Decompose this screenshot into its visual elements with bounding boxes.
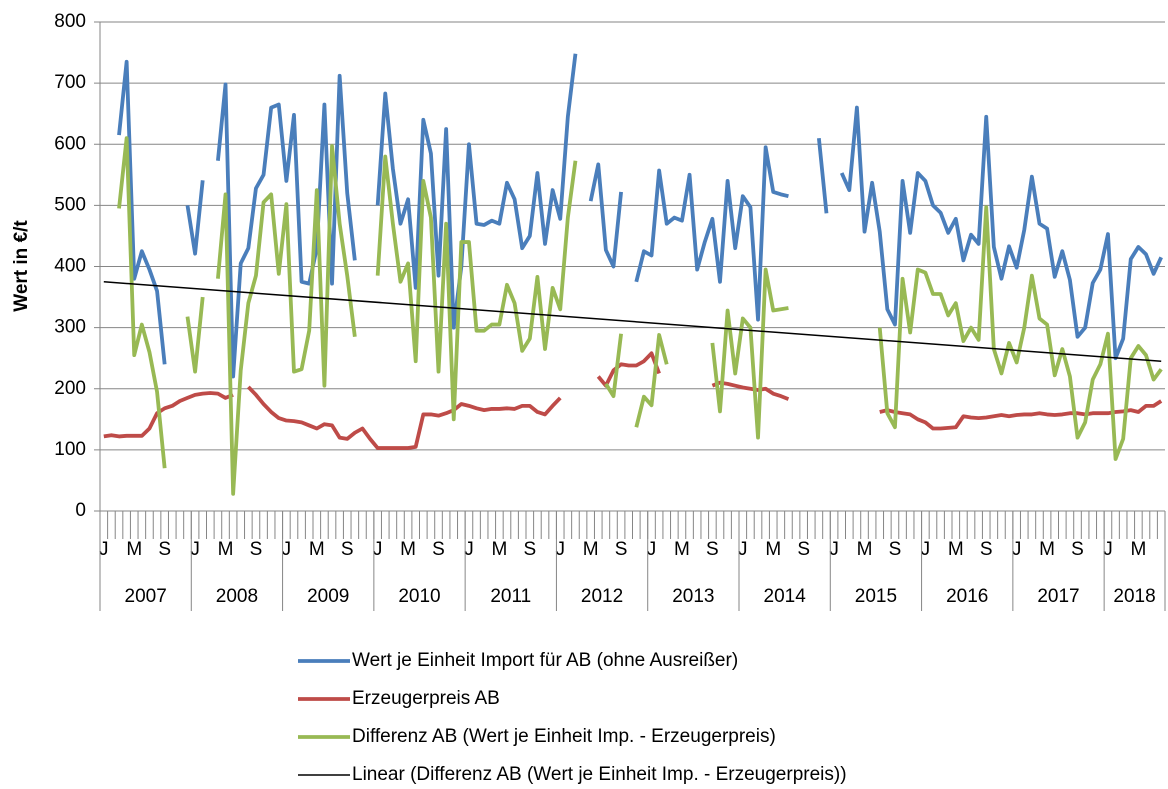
x-tick-label: M — [857, 539, 873, 560]
year-label: 2008 — [216, 586, 258, 607]
y-tick-label: 300 — [54, 317, 86, 338]
x-tick-label: J — [921, 539, 931, 560]
y-tick-label: 700 — [54, 72, 86, 93]
x-tick-label: M — [400, 539, 416, 560]
year-label: 2018 — [1113, 586, 1155, 607]
legend-label: Erzeugerpreis AB — [352, 688, 500, 709]
x-tick-label: M — [1130, 539, 1146, 560]
x-tick-label: S — [158, 539, 171, 560]
x-tick-label: M — [674, 539, 690, 560]
year-label: 2016 — [946, 586, 988, 607]
x-tick-label: J — [1103, 539, 1113, 560]
x-tick-label: J — [738, 539, 748, 560]
x-tick-label: S — [341, 539, 354, 560]
legend-label: Linear (Differenz AB (Wert je Einheit Im… — [352, 764, 847, 785]
x-tick-label: J — [464, 539, 474, 560]
year-label: 2010 — [398, 586, 440, 607]
y-tick-label: 0 — [75, 500, 86, 521]
x-tick-label: J — [1012, 539, 1022, 560]
x-tick-label: M — [765, 539, 781, 560]
x-tick-label: S — [889, 539, 902, 560]
legend-label: Wert je Einheit Import für AB (ohne Ausr… — [352, 650, 738, 671]
y-tick-label: 100 — [54, 439, 86, 460]
y-tick-label: 500 — [54, 194, 86, 215]
x-tick-label: S — [523, 539, 536, 560]
year-label: 2009 — [307, 586, 349, 607]
x-tick-label: M — [126, 539, 142, 560]
legend-label: Differenz AB (Wert je Einheit Imp. - Erz… — [352, 726, 776, 747]
y-tick-label: 600 — [54, 133, 86, 154]
year-label: 2013 — [672, 586, 714, 607]
x-tick-label: J — [555, 539, 565, 560]
x-tick-label: S — [432, 539, 445, 560]
data-line — [103, 351, 1163, 450]
x-tick-label: J — [829, 539, 839, 560]
x-tick-label: M — [948, 539, 964, 560]
y-axis-label: Wert in €/t — [11, 220, 32, 312]
x-tick-label: M — [583, 539, 599, 560]
year-label: 2014 — [764, 586, 807, 607]
year-label: 2017 — [1037, 586, 1079, 607]
x-tick-label: M — [218, 539, 234, 560]
y-tick-label: 400 — [54, 256, 86, 277]
x-tick-label: J — [99, 539, 109, 560]
x-tick-label: S — [1071, 539, 1084, 560]
x-tick-label: J — [282, 539, 292, 560]
x-tick-label: M — [1039, 539, 1055, 560]
x-tick-label: S — [797, 539, 810, 560]
year-label: 2007 — [125, 586, 167, 607]
year-label: 2012 — [581, 586, 623, 607]
x-tick-label: S — [980, 539, 993, 560]
trend-line — [103, 281, 1162, 362]
y-tick-label: 200 — [54, 378, 86, 399]
data-line — [117, 53, 1163, 379]
data-line — [117, 136, 1163, 496]
year-label: 2011 — [490, 586, 531, 607]
x-tick-label: S — [250, 539, 263, 560]
y-tick-label: 800 — [54, 11, 86, 32]
x-tick-label: S — [615, 539, 628, 560]
x-tick-label: J — [373, 539, 383, 560]
x-tick-label: S — [706, 539, 719, 560]
x-tick-label: M — [491, 539, 507, 560]
x-tick-label: J — [647, 539, 657, 560]
x-tick-label: J — [190, 539, 200, 560]
x-tick-label: M — [309, 539, 325, 560]
year-label: 2015 — [855, 586, 897, 607]
